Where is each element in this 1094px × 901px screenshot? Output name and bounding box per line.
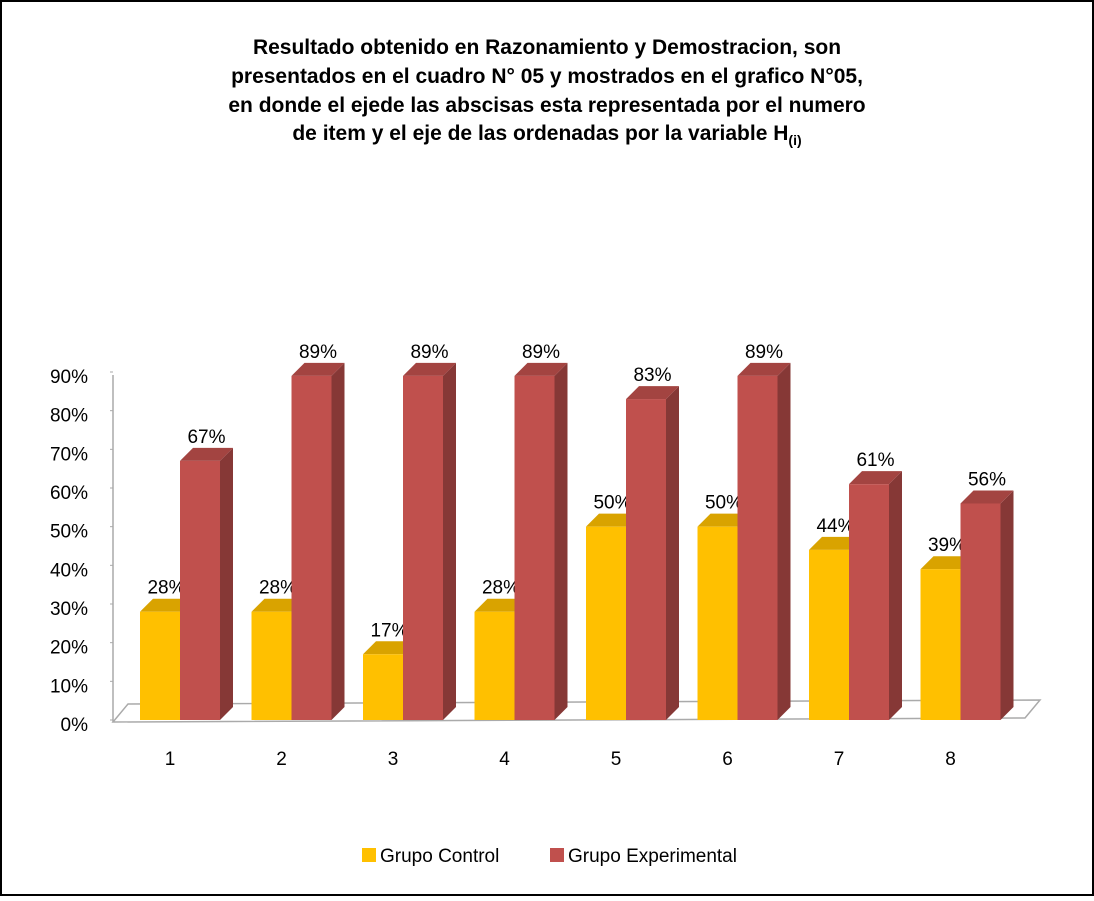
- bar: [809, 549, 849, 720]
- x-tick-label: 1: [165, 749, 176, 770]
- data-label: 50%: [705, 493, 743, 514]
- legend-label: Grupo Control: [380, 846, 499, 867]
- bar-top: [291, 362, 345, 376]
- bar: [920, 569, 961, 720]
- data-label: 39%: [928, 535, 966, 556]
- y-tick-label: 10%: [50, 676, 88, 697]
- legend-swatch: [550, 848, 564, 862]
- y-tick-label: 80%: [50, 406, 88, 427]
- y-tick-label: 90%: [50, 367, 88, 388]
- title-subscript: (i): [788, 132, 801, 148]
- chart-title: de item y el eje de las ordenadas por la…: [292, 122, 801, 148]
- data-label: 28%: [147, 578, 185, 599]
- data-label: 89%: [745, 342, 783, 363]
- title-line: presentados en el cuadro N° 05 y mostrad…: [231, 65, 863, 88]
- data-label: 17%: [370, 620, 408, 641]
- bar-top: [737, 362, 791, 376]
- chart-title: presentados en el cuadro N° 05 y mostrad…: [231, 65, 863, 88]
- y-tick-label: 0%: [61, 715, 89, 736]
- bar-top: [514, 362, 568, 376]
- bar: [697, 526, 738, 720]
- bar: [586, 526, 626, 720]
- bar-top: [586, 513, 639, 527]
- bar-side: [889, 471, 902, 720]
- x-tick-label: 2: [276, 749, 287, 770]
- y-tick-label: 40%: [50, 560, 88, 581]
- bar: [363, 654, 403, 720]
- bar: [251, 611, 292, 720]
- data-label: 50%: [593, 493, 631, 514]
- legend-label: Grupo Experimental: [568, 846, 737, 867]
- data-label: 56%: [968, 469, 1006, 490]
- bar-top: [403, 362, 456, 376]
- x-tick-label: 3: [388, 749, 399, 770]
- bar-side: [443, 362, 456, 720]
- bar: [849, 484, 889, 720]
- title-line: Resultado obtenido en Razonamiento y Dem…: [253, 36, 841, 59]
- y-tick-label: 50%: [50, 522, 88, 543]
- data-label: 89%: [522, 342, 560, 363]
- bar: [140, 611, 180, 720]
- bar-top: [920, 556, 974, 570]
- bar: [180, 460, 220, 720]
- bar-side: [331, 362, 345, 720]
- data-label: 28%: [482, 578, 520, 599]
- bar-top: [140, 598, 193, 612]
- bar-top: [474, 598, 528, 612]
- bar-side: [220, 447, 233, 720]
- bar-top: [251, 598, 305, 612]
- data-label: 83%: [633, 365, 671, 386]
- data-label: 61%: [856, 450, 894, 471]
- data-label: 28%: [259, 578, 297, 599]
- bar: [514, 375, 555, 720]
- bar: [403, 375, 443, 720]
- bar-top: [960, 490, 1014, 504]
- x-tick-label: 8: [945, 749, 956, 770]
- data-label: 89%: [299, 342, 337, 363]
- data-label: 44%: [816, 516, 854, 537]
- y-tick-label: 20%: [50, 638, 88, 659]
- x-tick-label: 7: [834, 749, 845, 770]
- title-line: de item y el eje de las ordenadas por la…: [292, 122, 788, 145]
- y-tick-label: 60%: [50, 483, 88, 504]
- x-tick-label: 4: [499, 749, 510, 770]
- bar-top: [626, 386, 679, 400]
- y-tick-label: 70%: [50, 444, 88, 465]
- chart-title: en donde el ejede las abscisas esta repr…: [228, 94, 865, 117]
- chart-title: Resultado obtenido en Razonamiento y Dem…: [253, 36, 841, 59]
- title-line: en donde el ejede las abscisas esta repr…: [228, 94, 865, 117]
- bar-top: [849, 471, 902, 485]
- legend-swatch: [362, 848, 376, 862]
- data-label: 67%: [187, 427, 225, 448]
- bar: [626, 399, 666, 720]
- data-label: 89%: [410, 342, 448, 363]
- bar: [960, 503, 1001, 720]
- x-tick-label: 5: [611, 749, 622, 770]
- bar-side: [1000, 490, 1014, 720]
- bar-top: [363, 641, 416, 655]
- bar: [737, 375, 778, 720]
- y-tick-label: 30%: [50, 599, 88, 620]
- bar-top: [180, 447, 233, 461]
- bar-side: [554, 362, 568, 720]
- bar-side: [777, 362, 791, 720]
- bar-top: [809, 536, 862, 550]
- bar: [474, 611, 515, 720]
- x-tick-label: 6: [722, 749, 733, 770]
- bar: [291, 375, 332, 720]
- bar-top: [697, 513, 751, 527]
- bar-side: [666, 386, 679, 720]
